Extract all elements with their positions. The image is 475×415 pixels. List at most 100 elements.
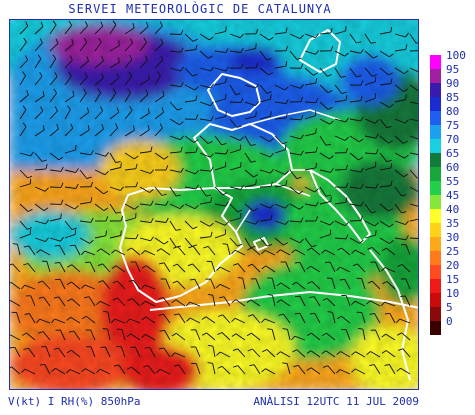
wind-barb-feather (315, 216, 319, 222)
wind-barb (401, 332, 411, 341)
wind-barb (19, 220, 28, 230)
wind-barb-feather (291, 249, 296, 254)
wind-barb-feather (360, 215, 363, 221)
scandinavia-coast (299, 29, 341, 73)
wind-barb-feather (147, 124, 150, 131)
wind-barb-feather (299, 205, 304, 210)
wind-barb (259, 98, 271, 103)
wind-barb (349, 135, 360, 143)
wind-barb (364, 67, 373, 77)
wind-barb (176, 263, 186, 273)
wind-barb-feather (21, 284, 26, 290)
wind-barb-feather (339, 278, 345, 281)
wind-barb (242, 278, 246, 290)
wind-barb (199, 50, 209, 59)
wind-barb (340, 351, 351, 358)
wind-barb (94, 186, 104, 195)
wind-barb (259, 152, 271, 158)
wind-barb (319, 67, 328, 77)
wind-barb (252, 348, 261, 358)
wind-barb-feather (315, 98, 319, 103)
wind-barb (195, 329, 201, 341)
wind-barb (386, 247, 396, 256)
wind-barb-feather (173, 364, 179, 367)
wind-barb (237, 365, 246, 375)
wind-barb-feather (210, 197, 213, 203)
wind-barb-feather (126, 247, 132, 251)
wind-barb (259, 84, 268, 94)
wind-barb (69, 369, 81, 375)
wind-barb-feather (369, 313, 375, 315)
wind-barb (409, 118, 418, 122)
wind-barb (214, 98, 226, 103)
wind-barb (164, 330, 171, 341)
wind-barb (131, 298, 141, 307)
legend-swatch (430, 265, 441, 279)
humidity-wind-map (9, 19, 419, 390)
legend-entry: 100 (430, 49, 474, 69)
wind-barb-feather (161, 193, 167, 196)
wind-barb-feather (54, 261, 60, 264)
wind-barb-feather (71, 39, 74, 45)
wind-barb (58, 296, 66, 307)
wind-barb-feather (225, 47, 229, 53)
wind-barb (319, 152, 330, 160)
wind-barb (394, 186, 402, 197)
wind-barb-feather (267, 294, 273, 296)
wind-barb-feather (54, 72, 58, 77)
wind-barb (331, 278, 336, 290)
wind-barb-feather (240, 63, 244, 69)
wind-barb-feather (135, 234, 139, 239)
wind-barb-feather (405, 32, 409, 38)
wind-barb-feather (89, 239, 94, 244)
wind-barb (271, 278, 276, 290)
wind-barb (169, 135, 181, 141)
wind-barb-feather (149, 189, 154, 193)
wind-barb-feather (283, 242, 289, 246)
wind-barb-feather (237, 209, 243, 213)
legend-label: 10 (446, 287, 460, 300)
wind-barb-feather (22, 105, 27, 111)
wind-barb-feather (143, 37, 147, 43)
wind-barb (361, 312, 366, 324)
wind-barb-feather (345, 117, 349, 123)
wind-barb (154, 25, 163, 35)
wind-barb (163, 313, 171, 324)
wind-barb-feather (86, 176, 92, 180)
wind-barb (379, 31, 391, 35)
wind-barb (174, 352, 186, 358)
wind-barb-feather (255, 43, 257, 49)
wind-barb-feather (68, 71, 72, 77)
wind-barb (90, 329, 96, 341)
wind-barb-feather (405, 94, 407, 100)
wind-barb-feather (261, 265, 267, 270)
wind-barb-feather (330, 27, 333, 34)
wind-barb (139, 26, 149, 35)
wind-barb (24, 284, 36, 290)
wind-barb-feather (384, 364, 390, 366)
wind-barb (184, 220, 194, 230)
wind-barb (178, 313, 186, 324)
wind-barb (324, 249, 336, 256)
wind-barb-feather (247, 247, 252, 251)
wind-barb-feather (120, 162, 122, 168)
wind-barb (319, 135, 327, 146)
wind-barb (272, 295, 276, 307)
legend-swatch (430, 83, 441, 97)
wind-barb-feather (171, 299, 177, 304)
wind-barb (19, 152, 31, 157)
wind-barb (117, 297, 126, 307)
wind-barb-feather (60, 213, 62, 219)
wind-barb (184, 169, 196, 175)
wind-barb-feather (372, 74, 378, 77)
wind-barb-feather (195, 95, 198, 101)
wind-barb (299, 262, 306, 273)
wind-barb (399, 318, 411, 324)
wind-barb (79, 152, 91, 156)
wind-barb-feather (206, 194, 212, 197)
wind-barb (34, 168, 46, 171)
wind-barb (373, 364, 381, 375)
wind-barb-feather (175, 228, 181, 231)
wind-barb (34, 26, 44, 35)
wind-barb (394, 203, 402, 214)
